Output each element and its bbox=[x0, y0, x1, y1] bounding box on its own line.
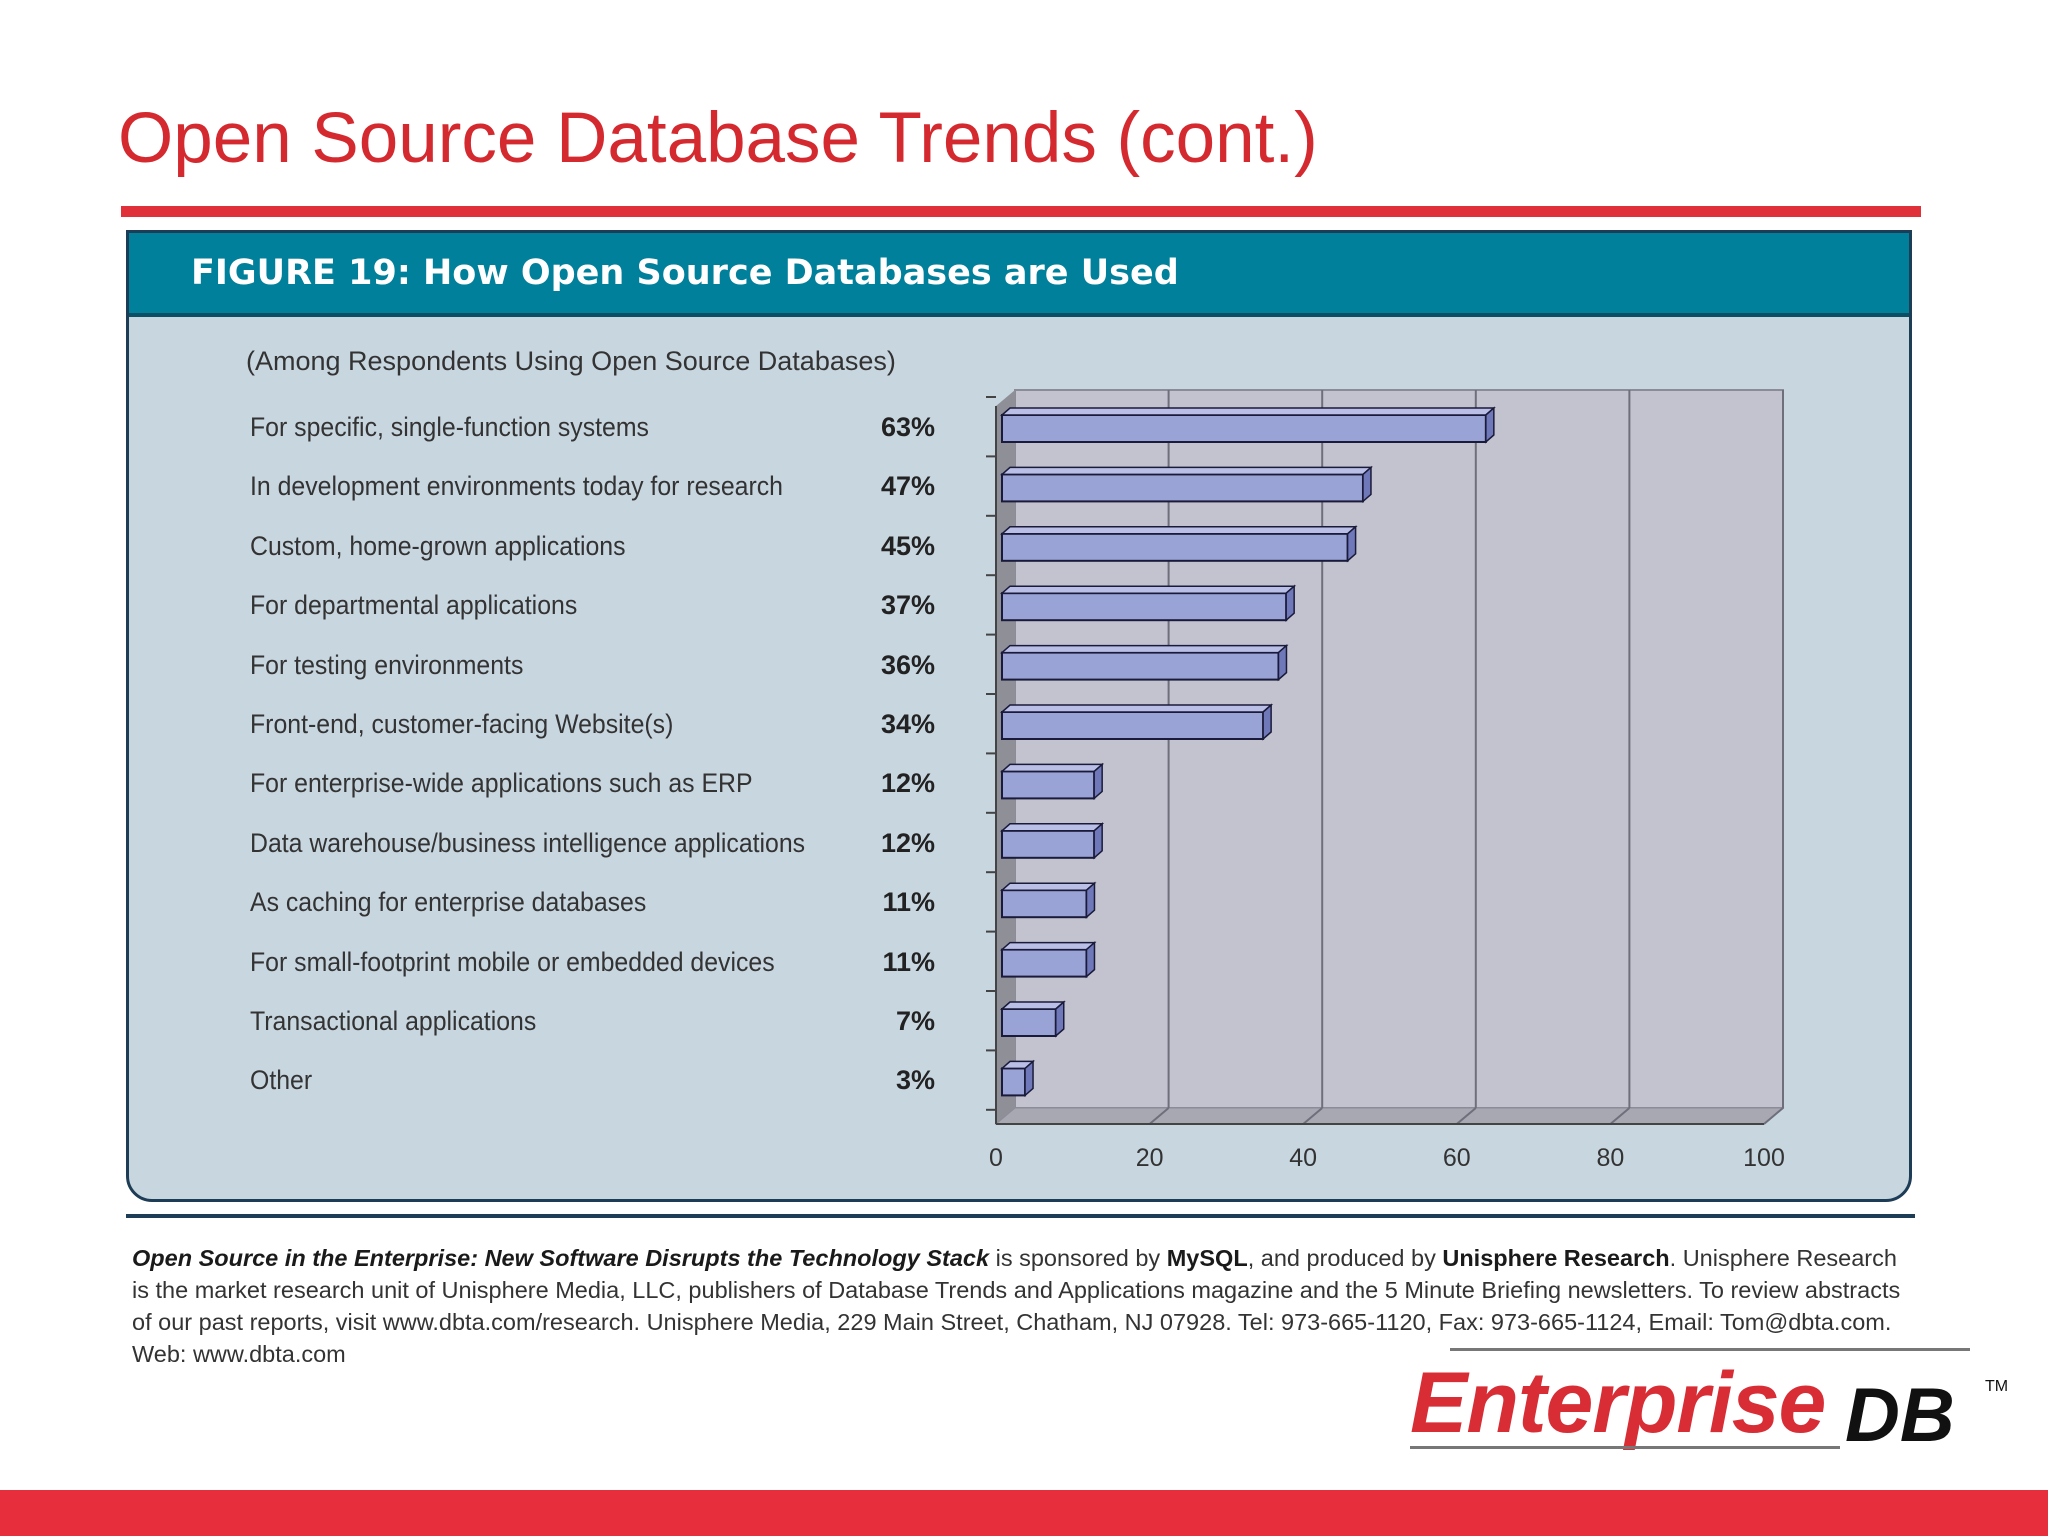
bar-end-face bbox=[1262, 703, 1272, 741]
logo-db-text: DB bbox=[1845, 1373, 1955, 1458]
x-tick-label: 60 bbox=[1443, 1144, 1471, 1172]
bar-top-face bbox=[1000, 407, 1496, 416]
sponsor-name: MySQL bbox=[1166, 1245, 1248, 1271]
title-divider bbox=[121, 206, 1921, 217]
bar-top-face bbox=[1000, 823, 1105, 832]
bar bbox=[1001, 1067, 1027, 1097]
category-label: In development environments today for re… bbox=[250, 471, 783, 502]
category-label: Other bbox=[250, 1065, 313, 1096]
category-label: Data warehouse/business intelligence app… bbox=[250, 827, 806, 858]
bar bbox=[1001, 1008, 1057, 1037]
category-label: Transactional applications bbox=[250, 1006, 537, 1036]
x-tick-label: 80 bbox=[1596, 1144, 1624, 1172]
category-label: For testing environments bbox=[250, 649, 524, 680]
bar bbox=[1001, 829, 1096, 859]
category-label: For small-footprint mobile or embedded d… bbox=[250, 946, 775, 977]
bar bbox=[1001, 532, 1349, 562]
bar-end-face bbox=[1277, 643, 1288, 682]
bottom-bar bbox=[0, 1490, 2048, 1536]
category-label: For departmental applications bbox=[250, 590, 578, 621]
category-label: For enterprise-wide applications such as… bbox=[250, 768, 753, 799]
footer-text-1: is sponsored by bbox=[989, 1245, 1167, 1271]
bar-end-face bbox=[1085, 940, 1096, 979]
x-tick-label: 40 bbox=[1289, 1144, 1317, 1172]
chart-subtitle: (Among Respondents Using Open Source Dat… bbox=[246, 346, 896, 376]
x-gridline-floor bbox=[1456, 1107, 1477, 1125]
category-label: Front-end, customer-facing Website(s) bbox=[250, 709, 674, 739]
bar bbox=[1001, 770, 1096, 800]
category-label: Custom, home-grown applications bbox=[250, 530, 626, 561]
x-tick-label: 0 bbox=[989, 1144, 1003, 1172]
bar bbox=[1001, 889, 1088, 919]
footer-divider bbox=[126, 1214, 1915, 1218]
bar bbox=[1001, 948, 1088, 978]
bar-top-face bbox=[1000, 882, 1097, 891]
bar-top-face bbox=[1000, 1001, 1066, 1010]
footer-text-2: , and produced by bbox=[1247, 1245, 1443, 1271]
slide-title: Open Source Database Trends (cont.) bbox=[118, 99, 1318, 178]
bar-end-face bbox=[1093, 762, 1103, 801]
publication-title: Open Source in the Enterprise: New Softw… bbox=[132, 1245, 990, 1271]
value-label: 7% bbox=[895, 1006, 935, 1036]
logo-enterprise-text: Enterprise bbox=[1410, 1355, 1826, 1451]
bar-top-face bbox=[1000, 585, 1297, 594]
value-label: 63% bbox=[880, 412, 935, 442]
value-label: 37% bbox=[880, 590, 935, 621]
logo-line-bottom bbox=[1410, 1446, 1840, 1449]
plot-back-wall bbox=[1014, 389, 1784, 1109]
bar bbox=[1001, 592, 1288, 622]
bar-top-face bbox=[1000, 704, 1274, 713]
bar bbox=[1001, 711, 1265, 740]
x-gridline-floor bbox=[1763, 1107, 1784, 1125]
figure-header: FIGURE 19: How Open Source Databases are… bbox=[129, 233, 1909, 317]
logo-tm-mark: TM bbox=[1985, 1378, 2009, 1395]
value-label: 45% bbox=[880, 530, 935, 561]
category-label: For specific, single-function systems bbox=[250, 412, 649, 442]
value-label: 11% bbox=[882, 887, 935, 918]
bar bbox=[1001, 651, 1280, 681]
value-label: 3% bbox=[895, 1065, 935, 1096]
bar-top-face bbox=[1000, 644, 1289, 654]
footer-text-3: . Unisphere Research is the market resea… bbox=[132, 1245, 1901, 1367]
plot-side-wall bbox=[996, 390, 1015, 1124]
value-label: 12% bbox=[880, 768, 935, 799]
x-gridline-floor bbox=[1609, 1107, 1631, 1125]
category-label: As caching for enterprise databases bbox=[250, 887, 647, 918]
value-label: 12% bbox=[880, 827, 935, 858]
bar-end-face bbox=[1093, 822, 1103, 860]
bar-end-face bbox=[1085, 881, 1096, 919]
x-tick-label: 100 bbox=[1743, 1144, 1785, 1172]
producer-name: Unisphere Research bbox=[1442, 1245, 1670, 1271]
value-label: 47% bbox=[880, 471, 935, 502]
bar bbox=[1001, 414, 1487, 443]
value-label: 34% bbox=[880, 709, 935, 739]
x-gridline-floor bbox=[1302, 1107, 1323, 1125]
bar-top-face bbox=[1000, 941, 1097, 951]
bar-top-face bbox=[1000, 466, 1373, 476]
bar-end-face bbox=[1485, 406, 1495, 444]
bar-end-face bbox=[1362, 465, 1372, 504]
x-gridline-floor bbox=[1148, 1107, 1170, 1125]
x-tick-label: 20 bbox=[1136, 1144, 1164, 1172]
value-label: 11% bbox=[882, 946, 935, 977]
bar-top-face bbox=[1000, 763, 1105, 773]
bar-top-face bbox=[1000, 526, 1358, 535]
footer-note: Open Source in the Enterprise: New Softw… bbox=[132, 1242, 1912, 1370]
bar-end-face bbox=[1055, 1000, 1065, 1038]
figure-title: FIGURE 19: How Open Source Databases are… bbox=[191, 253, 1179, 293]
plot-floor bbox=[994, 1107, 1785, 1125]
logo-line-top bbox=[1450, 1348, 1970, 1351]
bar-end-face bbox=[1024, 1059, 1034, 1098]
bar-end-face bbox=[1346, 525, 1357, 563]
value-label: 36% bbox=[880, 649, 935, 680]
bar-end-face bbox=[1285, 584, 1295, 622]
bar bbox=[1001, 473, 1364, 503]
